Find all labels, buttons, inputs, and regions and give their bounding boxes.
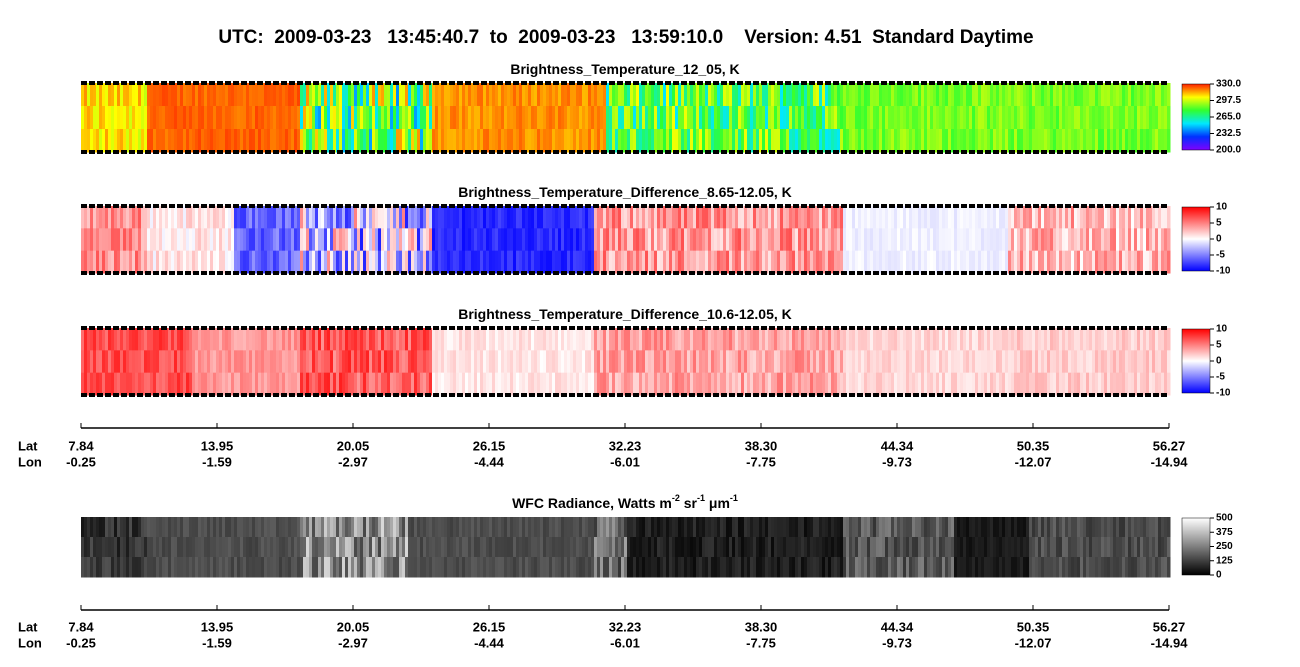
lon-tick-label: -2.97	[338, 454, 368, 469]
image-strip	[81, 328, 1171, 396]
lat-tick-label: 38.30	[745, 619, 778, 634]
lat-tick-label: 32.23	[609, 438, 642, 453]
lon-tick-label: -12.07	[1015, 454, 1052, 469]
image-strip	[81, 517, 1171, 578]
title-part: μm	[705, 495, 730, 511]
lat-tick-label: 20.05	[337, 438, 370, 453]
lat-tick-label: 50.35	[1017, 438, 1050, 453]
lat-tick-label: 7.84	[68, 619, 94, 634]
lon-tick-label: -7.75	[746, 635, 776, 650]
colorbar-tick-label: 5	[1216, 340, 1222, 351]
colorbar-tick-label: 250	[1216, 541, 1233, 552]
lon-tick-label: -1.59	[202, 454, 232, 469]
lon-tick-label: -0.25	[66, 635, 96, 650]
title-part: sr	[680, 495, 698, 511]
colorbar-tick-label: 232.5	[1216, 128, 1241, 139]
colorbar-tick-label: 0	[1216, 570, 1222, 581]
lon-tick-label: -9.73	[882, 635, 912, 650]
colorbar-tick-label: 125	[1216, 555, 1233, 566]
lon-label: Lon	[18, 454, 42, 469]
colorbar-tick-label: 10	[1216, 202, 1228, 213]
colorbar-tick-label: -10	[1216, 266, 1231, 277]
colorbar-tick-label: 5	[1216, 218, 1222, 229]
lat-tick-label: 38.30	[745, 438, 778, 453]
panel-title: Brightness_Temperature_Difference_8.65-1…	[458, 184, 792, 200]
lat-label: Lat	[18, 619, 38, 634]
lat-tick-label: 26.15	[473, 438, 506, 453]
lon-tick-label: -2.97	[338, 635, 368, 650]
lat-tick-label: 56.27	[1153, 438, 1186, 453]
colorbar-tick-label: 200.0	[1216, 145, 1241, 156]
colorbar-tick-label: 0	[1216, 234, 1222, 245]
panel-title: Brightness_Temperature_Difference_10.6-1…	[458, 306, 792, 322]
lat-tick-label: 50.35	[1017, 619, 1050, 634]
title-part: Brightness_Temperature_Difference_8.65-1…	[458, 184, 792, 200]
colorbar-tick-label: 265.0	[1216, 112, 1241, 123]
title-part: -1	[697, 493, 705, 503]
lon-tick-label: -0.25	[66, 454, 96, 469]
lon-tick-label: -1.59	[202, 635, 232, 650]
lat-tick-label: 32.23	[609, 619, 642, 634]
colorbar-tick-label: -5	[1216, 250, 1225, 261]
colorbar-tick-label: -10	[1216, 388, 1231, 399]
lon-tick-label: -4.44	[474, 635, 504, 650]
title-part: Brightness_Temperature_12_05, K	[510, 61, 739, 77]
lon-tick-label: -6.01	[610, 454, 640, 469]
lat-tick-label: 13.95	[201, 619, 234, 634]
lon-tick-label: -4.44	[474, 454, 504, 469]
lat-tick-label: 13.95	[201, 438, 234, 453]
title-part: -2	[672, 493, 680, 503]
colorbar	[1181, 517, 1211, 576]
colorbar-tick-label: 10	[1216, 324, 1228, 335]
title-part: -1	[730, 493, 738, 503]
colorbar-tick-label: 375	[1216, 527, 1233, 538]
lat-tick-label: 20.05	[337, 619, 370, 634]
image-strip	[81, 83, 1171, 153]
colorbar	[1181, 206, 1211, 272]
colorbar	[1181, 328, 1211, 394]
image-strip	[81, 206, 1171, 274]
lon-tick-label: -14.94	[1151, 454, 1189, 469]
lat-tick-label: 26.15	[473, 619, 506, 634]
title-part: Brightness_Temperature_Difference_10.6-1…	[458, 306, 792, 322]
panel-title: Brightness_Temperature_12_05, K	[510, 61, 739, 77]
lon-label: Lon	[18, 635, 42, 650]
lon-tick-label: -12.07	[1015, 635, 1052, 650]
lon-tick-label: -14.94	[1151, 635, 1189, 650]
colorbar	[1181, 83, 1211, 151]
lat-tick-label: 7.84	[68, 438, 94, 453]
colorbar-tick-label: 330.0	[1216, 79, 1241, 90]
colorbar-tick-label: 0	[1216, 356, 1222, 367]
lon-tick-label: -6.01	[610, 635, 640, 650]
title-part: WFC Radiance, Watts m	[512, 495, 672, 511]
lat-tick-label: 56.27	[1153, 619, 1186, 634]
panel-title: WFC Radiance, Watts m-2 sr-1 μm-1	[512, 493, 738, 510]
main-title: UTC: 2009-03-23 13:45:40.7 to 2009-03-23…	[218, 27, 1033, 48]
lon-tick-label: -7.75	[746, 454, 776, 469]
colorbar-tick-label: 500	[1216, 513, 1233, 524]
colorbar-tick-label: -5	[1216, 372, 1225, 383]
lat-label: Lat	[18, 438, 38, 453]
lat-tick-label: 44.34	[881, 438, 914, 453]
lat-tick-label: 44.34	[881, 619, 914, 634]
lon-tick-label: -9.73	[882, 454, 912, 469]
colorbar-tick-label: 297.5	[1216, 95, 1241, 106]
